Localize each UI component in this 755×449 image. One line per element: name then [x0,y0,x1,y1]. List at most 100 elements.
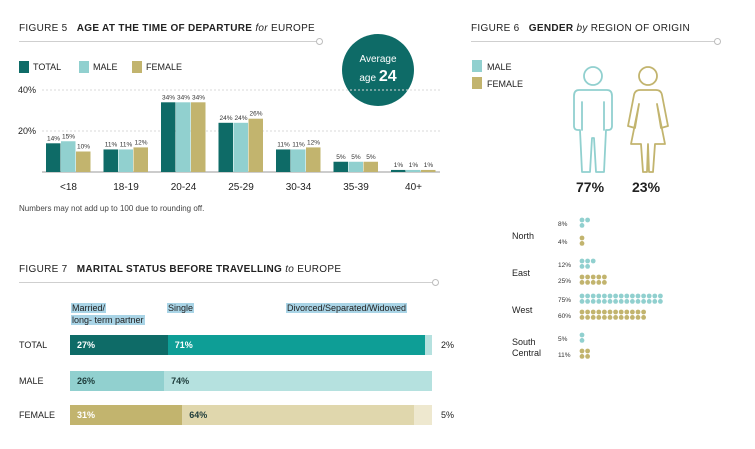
fig5-bar-label: 1% [409,162,419,169]
fig6-legend-male-swatch [472,60,482,72]
fig6-legend-female-swatch [472,77,482,89]
fig6-dot-female [579,348,585,354]
fig6-dot-female [590,309,596,315]
fig6-title-italic: by [576,23,588,34]
fig5-legend-male-swatch [79,61,89,73]
fig6-dot-female [618,309,624,315]
fig6-region-label: South [512,337,536,347]
fig5-title: FIGURE 5 AGE AT THE TIME OF DEPARTURE fo… [19,23,315,34]
fig6-dot-female [630,309,635,315]
fig6-dot-female [613,309,618,315]
fig5-ytick: 20% [18,126,36,136]
fig5-bar-male [118,149,133,172]
fig5-bar-label: 11% [277,141,290,148]
fig5-note: Numbers may not add up to 100 due to rou… [19,204,205,213]
fig7-side-label: 5% [441,410,455,420]
fig7-segment [70,371,165,391]
fig7-title: FIGURE 7 MARITAL STATUS BEFORE TRAVELLIN… [19,264,341,275]
fig6-dot-female [579,274,585,280]
fig5-title-tail: EUROPE [270,23,316,34]
average-age-badge: Average age 24 [342,34,414,106]
fig6-region-label: Central [512,348,541,358]
fig7-segment [424,335,432,355]
fig6-dot-female [641,315,646,320]
fig7-header-divorced: Divorced/Separated/Widowed [286,303,408,313]
fig5-bar-total [161,102,176,172]
fig6-title-tail: REGION OF ORIGIN [590,23,690,34]
fig6-dot-female [596,309,602,315]
fig5-bar-male [61,141,76,172]
badge-line1: Average [359,54,397,65]
fig7-rule-dot [432,279,439,286]
fig5-category-label: 40+ [405,182,422,193]
badge-age-value: 24 [378,68,397,85]
fig5-bar-label: 26% [249,111,262,118]
fig6-dot-female [579,241,585,246]
fig6-dot-pct: 8% [558,221,568,228]
fig7-row-label: FEMALE [19,410,56,420]
fig5-bar-total [276,149,291,172]
fig5-bar-female [421,169,436,172]
fig6-dot-female [635,309,641,315]
fig6-dot-male [607,299,613,304]
fig6-dot-female [579,354,585,359]
fig6-dot-male [618,293,624,299]
fig5-bar-label: 15% [62,133,75,140]
fig6-dot-pct: 4% [558,239,568,246]
fig6-dot-male [646,299,652,304]
fig5-bar-total [391,169,406,172]
fig7-header-single: Single [167,303,195,313]
fig7-title-italic: to [285,264,295,275]
fig5-bar-male [233,122,248,172]
fig6-dot-male [658,299,663,304]
fig7-segment-label: 74% [171,376,190,386]
female-percent: 23% [632,179,661,195]
fig6-dot-male [579,264,585,269]
fig6-dot-male [585,299,590,304]
fig6-dot-female [602,274,607,280]
fig5-bar-label: 12% [307,139,320,146]
fig7-number: FIGURE 7 [19,264,68,275]
fig7-segment [70,405,183,425]
fig6-dot-female [602,315,607,320]
fig6-dot-female [596,280,602,285]
male-percent: 77% [576,179,605,195]
region-dot-matrix: North 8% 4% East 12% 25% West 75% 60% SouthCentra… [512,217,663,359]
fig6-dot-male [652,293,658,299]
fig7-header-married-line1: Married/ [71,303,107,313]
fig6-dot-male [579,338,585,343]
fig5-bar-label: 24% [219,115,232,122]
fig6-dot-female [579,280,585,285]
fig7-segment-label: 31% [77,410,96,420]
fig5-category-label: 30-34 [286,182,312,193]
fig6-dot-male [613,293,618,299]
fig6-dot-female [579,309,585,315]
fig5-bar-label: 5% [336,154,346,161]
fig6-dot-male [585,258,590,264]
fig7-segment [164,371,432,391]
fig6-dot-female [585,280,590,285]
fig6-dot-female [630,315,635,320]
fig5-rule-dot [316,38,323,45]
fig5-legend-female-swatch [132,61,142,73]
fig6-dot-female [596,274,602,280]
fig5-legend-female: FEMALE [146,62,183,72]
fig7-segment [70,335,168,355]
fig6-dot-female [590,315,596,320]
fig5-bar-male [176,102,191,172]
fig5-bar-total [46,143,61,172]
fig6-dot-male [618,299,624,304]
fig6-dot-female [641,309,646,315]
fig5-bar-label: 1% [424,162,434,169]
fig6-dot-male [613,299,618,304]
fig6-dot-male [585,293,590,299]
fig5-bar-total [333,161,348,172]
fig6-dot-male [630,293,635,299]
fig6-dot-female [602,309,607,315]
fig5-bar-label: 11% [105,141,118,148]
fig5-bar-male [406,169,421,172]
fig5-bar-male [348,161,363,172]
fig6-dot-female [635,315,641,320]
fig5-title-bold: AGE AT THE TIME OF DEPARTURE [76,23,253,34]
fig5-legend-total: TOTAL [33,62,62,72]
